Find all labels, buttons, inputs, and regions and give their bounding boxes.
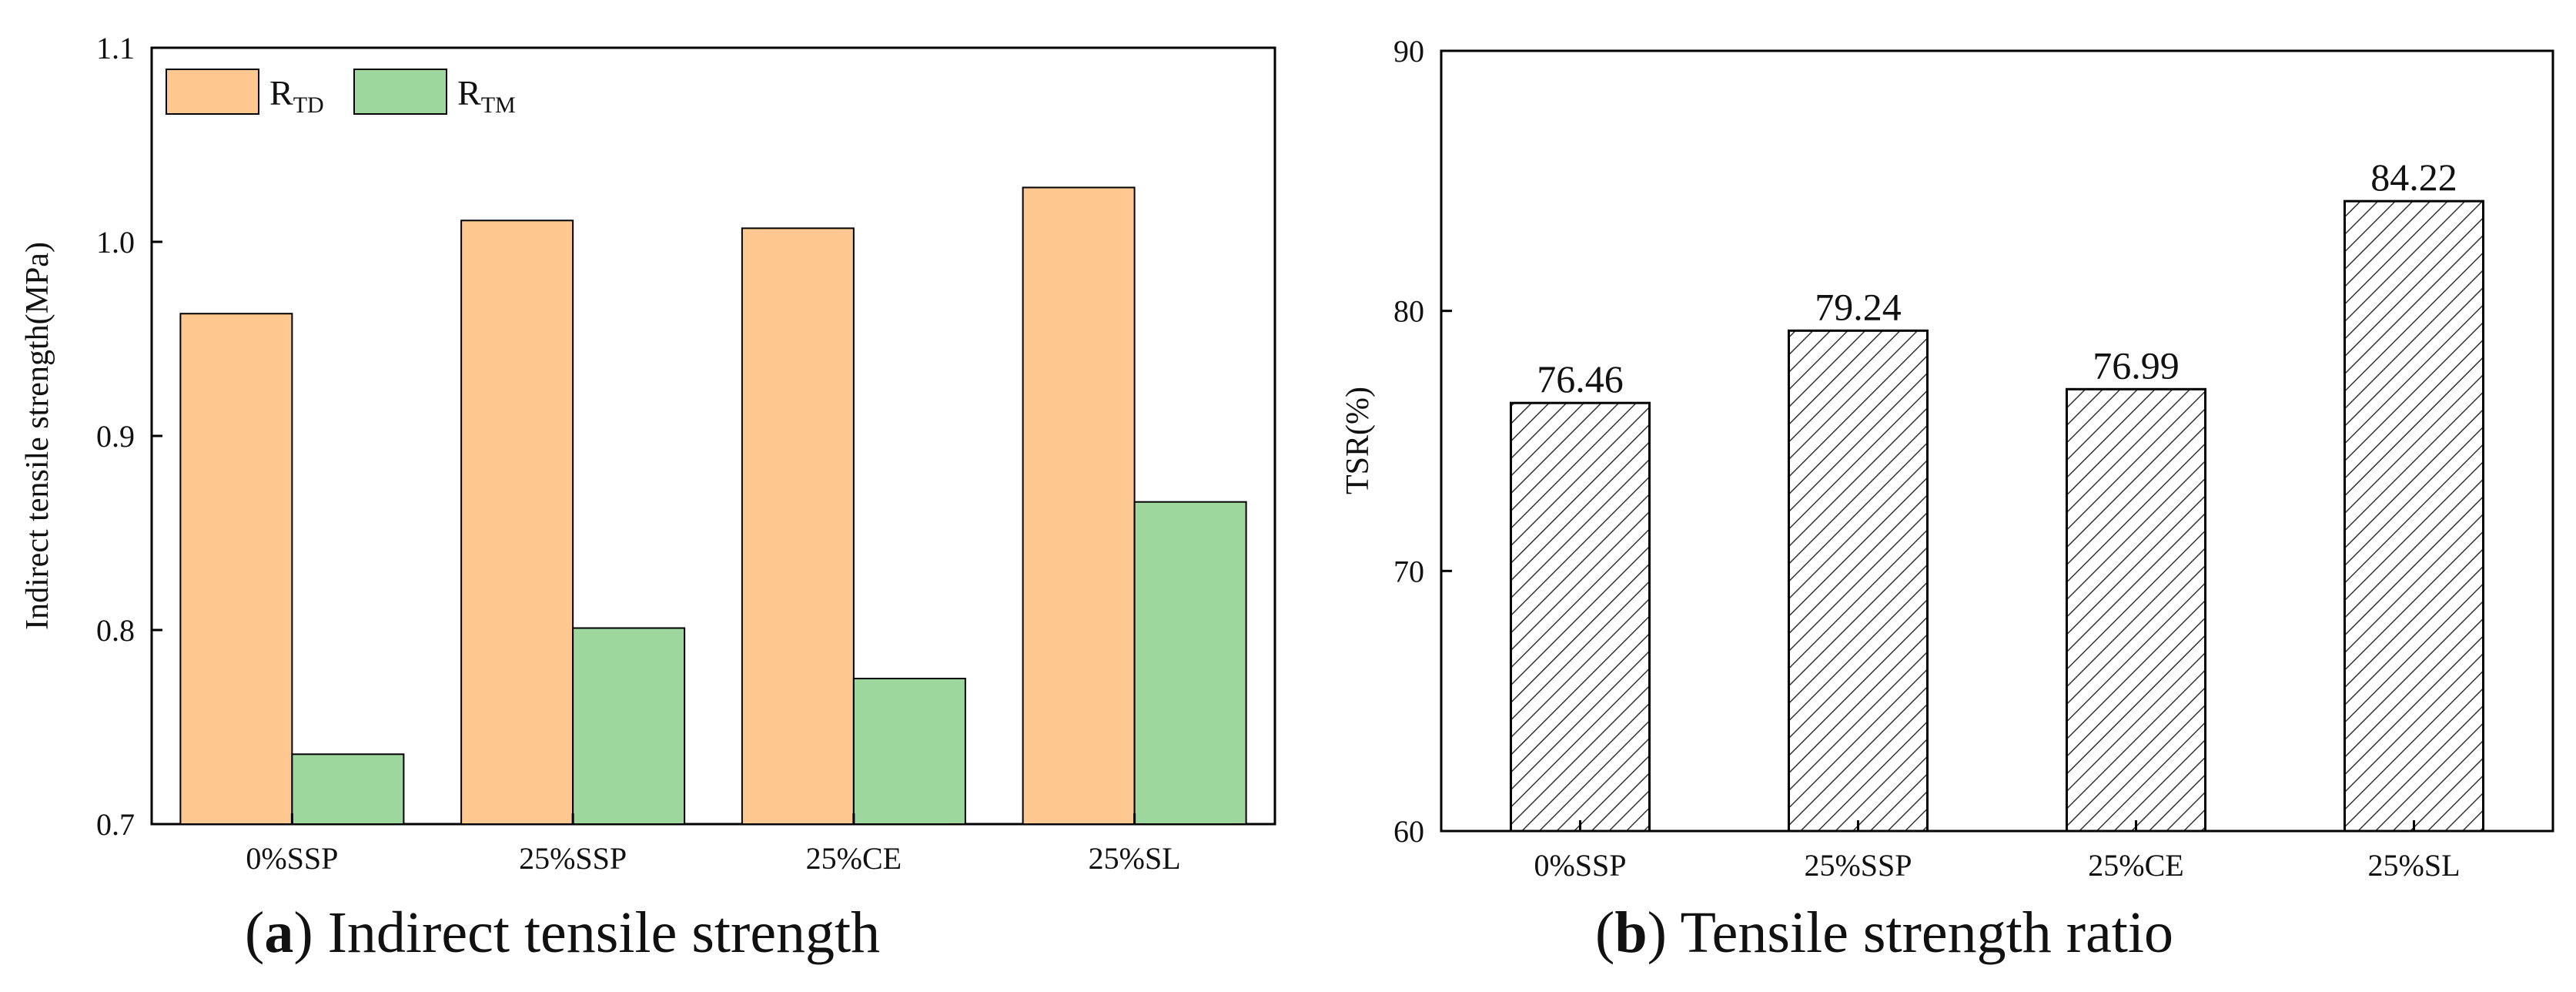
bar-rtm-0pct-ssp xyxy=(291,753,405,826)
caption-a-letter: a xyxy=(264,900,294,965)
chart-b-plot-frame xyxy=(1440,49,2554,833)
chart-b-x-tick-label: 25%CE xyxy=(2088,848,2183,883)
bar-rtd-25pct-ssp xyxy=(460,220,574,825)
chart-a-y-tick-label: 0.9 xyxy=(96,419,135,454)
bar-tsr-25pct-sl xyxy=(2343,199,2484,833)
bar-value-label: 76.99 xyxy=(2093,344,2180,387)
chart-b: 60 70 80 90 76.46 79.24 76.99 84.22 0%SSP 25%SS… xyxy=(1340,34,2554,883)
chart-a-y-axis-label: Indirect tensile strength(MPa) xyxy=(20,242,55,630)
chart-a-x-tick-label: 25%SL xyxy=(1089,841,1181,876)
chart-a: 0.7 0.8 0.9 1.0 1.1 0%SSP 25%SSP 25%CE 25%SL In… xyxy=(20,31,1276,876)
chart-b-y-tick-label: 60 xyxy=(1393,814,1424,849)
bar-rtd-0pct-ssp xyxy=(179,313,293,825)
chart-b-y-axis-label: TSR(%) xyxy=(1340,387,1376,494)
chart-b-x-tick-label: 0%SSP xyxy=(1534,848,1626,883)
chart-a-y-tick-label: 1.0 xyxy=(96,225,135,260)
caption-b: (b) Tensile strength ratio xyxy=(1595,900,2174,965)
bar-tsr-25pct-ssp xyxy=(1788,329,1929,833)
chart-b-x-tick-label: 25%SSP xyxy=(1804,848,1912,883)
bar-tsr-25pct-ce xyxy=(2066,387,2206,833)
caption-b-text: Tensile strength ratio xyxy=(1680,900,2174,965)
chart-b-y-tick-label: 90 xyxy=(1393,34,1424,69)
chart-b-y-tick-label: 80 xyxy=(1393,294,1424,329)
chart-b-y-tick-label: 70 xyxy=(1393,554,1424,588)
bar-tsr-0pct-ssp xyxy=(1510,401,1651,833)
bar-value-label: 84.22 xyxy=(2370,156,2457,199)
bar-value-label: 79.24 xyxy=(1815,285,1902,328)
chart-a-y-tick-label: 0.8 xyxy=(96,613,135,648)
legend-swatch-rtm xyxy=(353,69,447,115)
bar-rtm-25pct-sl xyxy=(1133,501,1247,825)
bar-rtd-25pct-sl xyxy=(1022,186,1136,825)
legend-label-rtm: RTM xyxy=(457,73,516,118)
chart-a-x-tick-label: 0%SSP xyxy=(246,841,338,876)
legend-label-rtd: RTD xyxy=(269,73,324,118)
bar-value-label: 76.46 xyxy=(1537,357,1624,400)
chart-a-legend: RTD RTM xyxy=(166,69,516,118)
bar-rtm-25pct-ssp xyxy=(572,627,686,825)
bar-rtd-25pct-ce xyxy=(741,227,855,825)
chart-a-y-tick-label: 1.1 xyxy=(96,31,135,65)
chart-a-x-tick-label: 25%CE xyxy=(806,841,902,876)
caption-a-text: Indirect tensile strength xyxy=(327,900,881,965)
caption-a: (a) Indirect tensile strength xyxy=(245,900,881,965)
chart-b-x-tick-label: 25%SL xyxy=(2368,848,2461,883)
bar-rtm-25pct-ce xyxy=(852,678,966,825)
chart-a-x-tick-label: 25%SSP xyxy=(519,841,627,876)
caption-b-letter: b xyxy=(1614,900,1648,965)
chart-a-y-tick-label: 0.7 xyxy=(96,807,135,842)
legend-swatch-rtd xyxy=(166,69,259,115)
